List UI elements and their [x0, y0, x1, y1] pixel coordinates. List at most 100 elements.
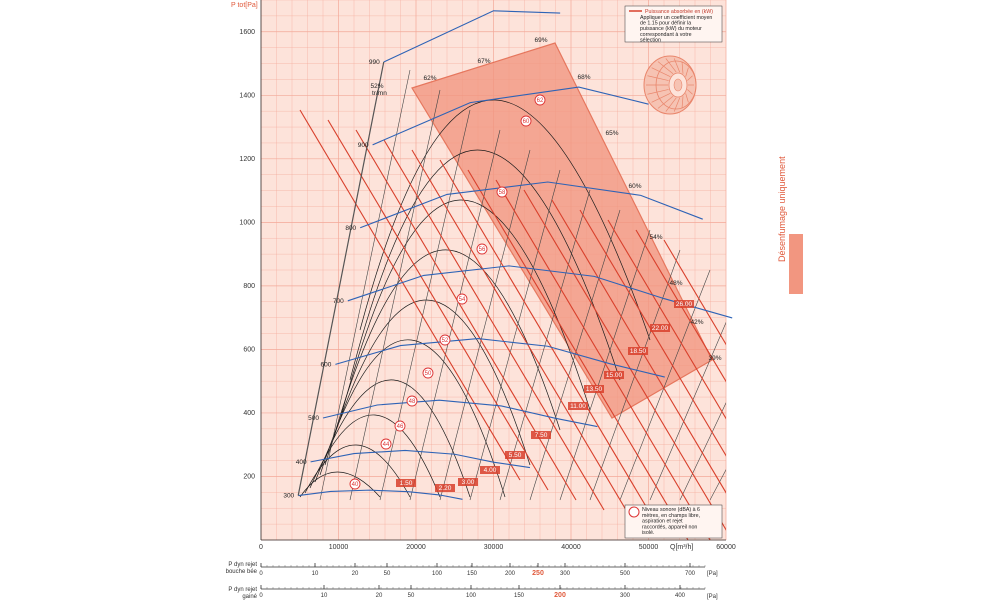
sound-legend: Niveau sonore (dBA) à 6 mètres, en champs… [624, 504, 723, 539]
efficiency-label: 62% [423, 75, 436, 82]
speed-unit-label: tr/mn [372, 90, 387, 97]
scale-tick-label: 20 [376, 593, 383, 599]
power-line [439, 159, 661, 531]
scale-tick-label: 150 [514, 593, 525, 599]
efficiency-power-curves [299, 69, 726, 540]
x-tick-label: 20000 [406, 544, 426, 551]
sound-level-label: 40 [352, 482, 359, 488]
y-tick-label: 600 [243, 346, 255, 353]
dyn-pressure-scale-ducted: 0 10 20 50 100 150 200 300 400 [259, 585, 706, 599]
power-label: 13.50 [586, 386, 603, 393]
sound-level-label: 52 [442, 338, 449, 344]
scale-tick-label: 300 [560, 571, 571, 577]
power-label-bg [505, 451, 525, 459]
speed-curve-800 [360, 181, 703, 229]
sound-legend-box [624, 504, 723, 539]
power-line [607, 219, 726, 420]
speed-curve-300 [298, 489, 463, 500]
sound-level-label: 50 [425, 371, 432, 377]
scale2-label-1: P dyn rejet [228, 587, 257, 593]
x-tick-labels: 0 10000 20000 30000 40000 50000 60000 [259, 544, 736, 551]
power-label-bg [584, 385, 604, 393]
power-label: 3.00 [462, 479, 475, 486]
speed-curve-400 [310, 449, 531, 469]
power-label-bg [674, 300, 694, 308]
sound-level-marker [406, 395, 418, 407]
speed-label: 400 [296, 459, 307, 466]
power-line [523, 189, 726, 531]
efficiency-label: 60% [628, 183, 641, 190]
fan-wheel-icon [643, 55, 697, 115]
sound-level-marker [439, 334, 451, 346]
x-tick-label: 40000 [561, 544, 581, 551]
power-line [495, 179, 711, 540]
y-tick-label: 200 [243, 473, 255, 480]
sound-level-marker [520, 115, 532, 127]
power-legend-box [624, 5, 723, 43]
y-tick-label: 1600 [239, 29, 255, 36]
scale-tick-label: 200 [554, 592, 566, 599]
y-tick-label: 800 [243, 283, 255, 290]
power-label: 22.00 [652, 325, 669, 332]
efficiency-label: 69% [534, 37, 547, 44]
system-line [589, 249, 681, 501]
speed-label: 990 [369, 59, 380, 66]
scale-tick-label: 250 [532, 570, 544, 577]
power-label-bg [396, 479, 416, 487]
scale-tick-label: 300 [620, 593, 631, 599]
sound-legend-note: Niveau sonore (dBA) à 6 mètres, en champs… [642, 507, 700, 536]
system-line [529, 209, 621, 501]
sound-level-marker [394, 420, 406, 432]
scale-tick-label: 0 [259, 593, 263, 599]
x-tick-label: 60000 [716, 544, 736, 551]
scale2-label-2: gainé [242, 594, 257, 600]
power-label: 18.50 [630, 348, 647, 355]
scale-tick-label: 20 [352, 571, 359, 577]
efficiency-curve [314, 379, 471, 498]
speed-curve-600 [335, 338, 665, 378]
scale-tick-label: 100 [466, 593, 477, 599]
power-line [551, 199, 726, 494]
efficiency-label: 48% [669, 280, 682, 287]
sound-level-marker [349, 478, 361, 490]
speed-label: 600 [321, 361, 332, 368]
power-label: 26.00 [676, 301, 693, 308]
x-tick-label: 30000 [484, 544, 504, 551]
power-line [383, 139, 605, 511]
y-tick-label: 1400 [239, 92, 255, 99]
sound-level-marker [496, 186, 508, 198]
sound-level-label: 48 [409, 399, 416, 405]
efficiency-curve [339, 199, 591, 421]
power-label-bg [435, 484, 455, 492]
y-tick-label: 1200 [239, 156, 255, 163]
speed-label: 800 [345, 225, 356, 232]
power-label: 5.50 [509, 452, 522, 459]
efficiency-label: 67% [477, 58, 490, 65]
speed-curve-900 [372, 86, 649, 146]
power-label-bg [604, 371, 624, 379]
y-tick-label: 400 [243, 410, 255, 417]
efficiency-labels: 52% 62% 67% 69% 68% 65% 60% 54% 48% 42% 39% [370, 37, 721, 362]
power-line [299, 109, 521, 481]
power-line [635, 229, 726, 383]
smoke-extraction-zone [411, 42, 713, 419]
scale-tick-label: 0 [259, 571, 263, 577]
scale-tick-label: 200 [505, 571, 516, 577]
power-label: 7.50 [535, 432, 548, 439]
power-label: 11.00 [570, 403, 586, 410]
y-axis-title: P tot[Pa] [231, 2, 258, 9]
efficiency-label: 68% [577, 74, 590, 81]
sound-level-label: 54 [459, 297, 466, 303]
scale-tick-label: 10 [321, 593, 328, 599]
system-line [559, 229, 651, 501]
power-label: 1.50 [400, 480, 413, 487]
sound-level-labels: 40 44 46 48 50 52 54 56 58 60 62 [349, 94, 546, 490]
scale-tick-label: 50 [408, 593, 415, 599]
x-tick-label: 50000 [639, 544, 659, 551]
power-label-bg [480, 466, 500, 474]
smoke-zone-swatch [789, 234, 803, 294]
power-line [411, 149, 633, 521]
efficiency-curve [349, 149, 621, 381]
